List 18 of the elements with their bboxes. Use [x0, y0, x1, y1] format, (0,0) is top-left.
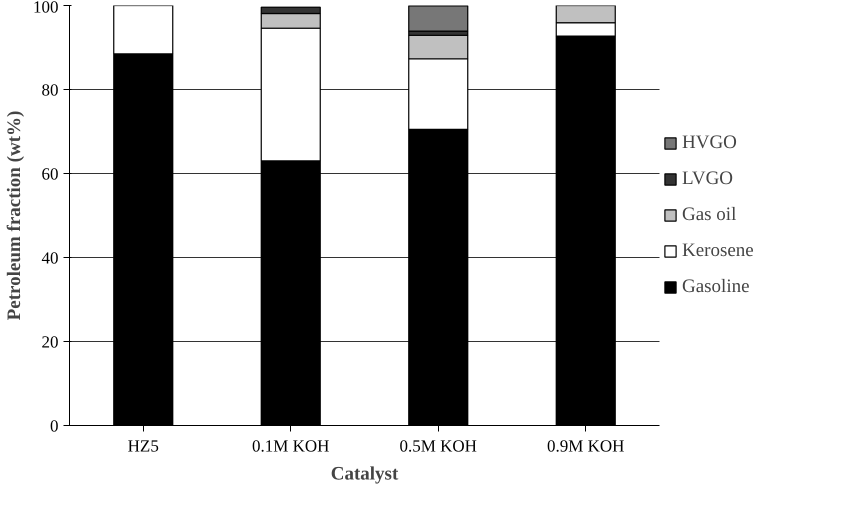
legend-label: Gas oil — [682, 204, 738, 226]
legend-label: HVGO — [682, 132, 738, 154]
x-tick-label: 0.5M KOH — [400, 436, 477, 456]
y-tick-label: 20 — [42, 332, 58, 352]
x-tick-label: HZ5 — [128, 436, 159, 456]
y-axis-title: Petroleum fraction (wt%) — [4, 110, 25, 320]
y-tick-label: 40 — [42, 248, 58, 268]
legend-label: Gasoline — [682, 276, 750, 298]
x-axis-title: Catalyst — [330, 464, 399, 484]
y-tick-label: 80 — [42, 80, 58, 100]
y-tick-label: 60 — [42, 164, 58, 184]
legend-label: Kerosene — [682, 240, 754, 262]
x-tick-label: 0.9M KOH — [547, 436, 624, 456]
y-tick-label: 0 — [50, 416, 58, 436]
x-tick-label: 0.1M KOH — [252, 436, 330, 456]
y-tick-label: 100 — [33, 0, 58, 16]
bar — [408, 6, 468, 32]
legend-label: LVGO — [682, 168, 734, 190]
